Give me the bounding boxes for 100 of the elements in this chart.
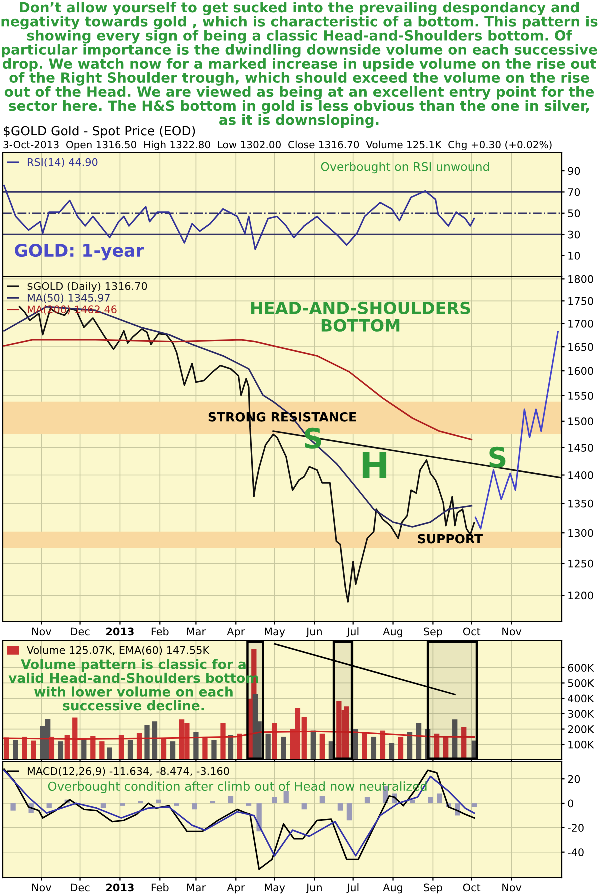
bar xyxy=(194,732,199,760)
bar xyxy=(328,742,334,760)
band-label: SUPPORT xyxy=(418,534,483,544)
bar xyxy=(398,736,404,760)
x-tick-label: Nov xyxy=(502,884,522,892)
bar xyxy=(161,738,167,760)
bar xyxy=(31,740,36,760)
y-tick-label: 1400 xyxy=(568,471,594,480)
bar xyxy=(302,804,307,810)
bar xyxy=(364,797,370,804)
bar xyxy=(152,722,158,760)
x-tick-label: Jul xyxy=(346,884,359,894)
y-tick-label: 30 xyxy=(568,230,580,239)
bar xyxy=(344,706,350,760)
y-tick-label: 1600 xyxy=(568,367,594,376)
annotation: Overbought on RSI unwound xyxy=(321,162,490,174)
bar xyxy=(107,748,112,760)
y-tick-label: 1300 xyxy=(568,529,594,538)
y-tick-label: 1250 xyxy=(568,560,594,568)
bar xyxy=(462,726,467,760)
bar xyxy=(212,740,217,760)
x-tick-label: Jun xyxy=(306,884,322,894)
y-tick-label: 100K xyxy=(568,740,594,749)
bar xyxy=(437,794,442,804)
x-tick-label: 2013 xyxy=(106,884,134,892)
chart-subtitle: $GOLD Gold - Spot Price (EOD) xyxy=(4,126,196,138)
bar xyxy=(220,723,226,760)
x-tick-label: May xyxy=(265,884,286,894)
legend-label: RSI(14) 44.90 xyxy=(28,158,98,168)
bar xyxy=(310,730,316,760)
y-tick-label: 50 xyxy=(568,210,580,218)
y-tick-label: 1200 xyxy=(568,592,594,600)
bar xyxy=(136,733,142,760)
bar xyxy=(380,730,386,760)
y-tick-label: 200K xyxy=(568,726,594,734)
line-series xyxy=(4,730,476,740)
x-tick-label: Sep xyxy=(424,628,442,638)
x-tick-label: 2013 xyxy=(106,628,134,636)
x-tick-label: Feb xyxy=(152,884,169,892)
bar xyxy=(228,796,234,804)
x-tick-label: Nov xyxy=(32,628,52,636)
annotation: HEAD-AND-SHOULDERS BOTTOM xyxy=(252,302,470,332)
bar xyxy=(320,734,326,760)
y-tick-label: 0 xyxy=(568,800,574,808)
bar xyxy=(336,701,342,760)
bar xyxy=(389,743,395,760)
x-tick-label: Apr xyxy=(227,884,246,894)
annotation: S xyxy=(490,446,506,468)
bar xyxy=(425,729,431,760)
y-tick-label: 10 xyxy=(568,252,580,260)
bar xyxy=(472,740,477,760)
y-tick-label: 1450 xyxy=(568,444,594,452)
bar xyxy=(144,725,150,760)
bar xyxy=(90,736,96,760)
y-tick-label: 600K xyxy=(568,664,594,672)
x-tick-label: Aug xyxy=(383,628,402,638)
bar xyxy=(272,723,278,760)
y-tick-label: 90 xyxy=(568,167,580,176)
y-tick-label: 1700 xyxy=(568,320,594,328)
x-tick-label: Jun xyxy=(306,628,322,638)
x-tick-label: Oct xyxy=(463,628,481,636)
bar xyxy=(281,736,286,760)
bar xyxy=(138,801,144,804)
x-tick-label: Jul xyxy=(346,628,359,638)
bar xyxy=(202,736,208,760)
bar xyxy=(100,804,106,808)
annotation: H xyxy=(362,452,387,478)
line-series xyxy=(474,331,559,530)
bar xyxy=(371,736,377,760)
bar xyxy=(353,729,358,760)
y-tick-label: 1650 xyxy=(568,343,594,352)
y-tick-label: 300K xyxy=(568,710,594,718)
legend-label: MACD(12,26,9) -11.634, -8.474, -3.160 xyxy=(28,767,230,776)
bar xyxy=(46,804,52,808)
bar xyxy=(192,804,198,810)
bar xyxy=(266,734,271,760)
annotation: GOLD: 1-year xyxy=(15,244,144,261)
bar xyxy=(210,801,216,804)
legend-label: $GOLD (Daily) 1316.70 xyxy=(28,282,148,292)
x-tick-label: Sep xyxy=(424,884,442,894)
bar xyxy=(428,797,434,804)
bar xyxy=(452,720,458,760)
bar xyxy=(284,791,289,804)
x-tick-label: Nov xyxy=(32,884,52,892)
bar xyxy=(13,740,18,760)
bar xyxy=(338,804,344,811)
x-tick-label: Oct xyxy=(463,884,481,892)
bar xyxy=(10,804,16,811)
text: 3-Oct-2013 Open 1316.50 High 1322.80 Low 1302.00 Close 1316.70 Volume 125.1K Chg +0.30 (+0.02%) xyxy=(4,140,552,151)
x-tick-label: Feb xyxy=(152,628,169,636)
y-tick-label: 500K xyxy=(568,679,594,688)
bar xyxy=(346,804,352,821)
y-tick-label: 1750 xyxy=(568,297,594,306)
bar xyxy=(320,796,326,804)
bar xyxy=(58,742,64,760)
x-tick-label: Mar xyxy=(187,884,206,892)
x-tick-label: Dec xyxy=(71,628,90,636)
y-tick-label: 1550 xyxy=(568,392,594,400)
bar xyxy=(156,800,162,804)
x-tick-label: May xyxy=(265,628,286,638)
